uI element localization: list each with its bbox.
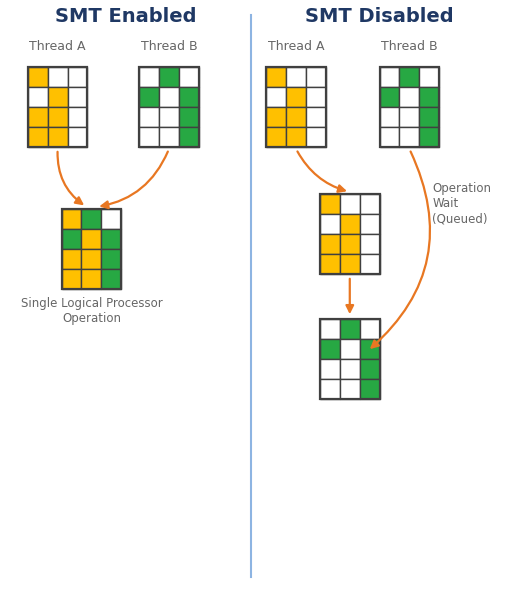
Bar [380, 87, 400, 107]
Bar [28, 87, 48, 107]
Bar [62, 209, 82, 229]
Bar [286, 107, 306, 127]
Bar [380, 127, 400, 147]
Bar [306, 107, 326, 127]
Bar [266, 127, 286, 147]
Bar [320, 359, 340, 379]
Bar [320, 194, 340, 214]
Bar [28, 127, 48, 147]
Bar [286, 67, 306, 87]
Bar [266, 107, 286, 127]
Bar [419, 87, 439, 107]
Text: Single Logical Processor
Operation: Single Logical Processor Operation [21, 297, 162, 325]
Text: Thread A: Thread A [29, 40, 86, 53]
Bar [340, 254, 359, 274]
Bar [67, 87, 87, 107]
Bar [179, 87, 199, 107]
Bar [306, 127, 326, 147]
Bar [48, 67, 67, 87]
Bar [179, 67, 199, 87]
Bar [400, 87, 419, 107]
Bar [419, 67, 439, 87]
Bar [67, 67, 87, 87]
Bar [159, 127, 179, 147]
Bar [179, 127, 199, 147]
Bar [48, 127, 67, 147]
Bar [159, 67, 179, 87]
Bar [320, 339, 340, 359]
Text: Thread A: Thread A [268, 40, 324, 53]
Bar [320, 194, 380, 274]
Bar [101, 269, 121, 289]
Bar [320, 254, 340, 274]
Bar [101, 229, 121, 249]
Bar [62, 269, 82, 289]
Bar [320, 379, 340, 399]
Bar [101, 209, 121, 229]
Bar [359, 254, 380, 274]
Bar [82, 269, 101, 289]
Bar [340, 339, 359, 359]
Bar [400, 127, 419, 147]
Bar [419, 107, 439, 127]
Bar [139, 67, 159, 87]
Bar [340, 214, 359, 234]
Bar [48, 87, 67, 107]
Bar [62, 229, 82, 249]
Text: Thread B: Thread B [140, 40, 197, 53]
Bar [139, 107, 159, 127]
Bar [62, 209, 121, 289]
Bar [359, 214, 380, 234]
Bar [320, 319, 380, 399]
Bar [62, 249, 82, 269]
Bar [82, 209, 101, 229]
Bar [101, 249, 121, 269]
Bar [139, 127, 159, 147]
Bar [359, 234, 380, 254]
Bar [359, 194, 380, 214]
Bar [306, 67, 326, 87]
Bar [28, 67, 48, 87]
Text: Operation
Wait
(Queued): Operation Wait (Queued) [432, 182, 491, 225]
Bar [82, 229, 101, 249]
Bar [359, 359, 380, 379]
Bar [286, 87, 306, 107]
Bar [266, 67, 326, 147]
Bar [159, 107, 179, 127]
Bar [380, 67, 439, 147]
Bar [286, 127, 306, 147]
Bar [179, 107, 199, 127]
Bar [266, 87, 286, 107]
Bar [400, 67, 419, 87]
Bar [340, 379, 359, 399]
Text: SMT Enabled: SMT Enabled [55, 7, 197, 26]
Bar [266, 67, 286, 87]
Bar [419, 127, 439, 147]
Bar [359, 339, 380, 359]
Bar [139, 87, 159, 107]
Bar [320, 234, 340, 254]
Bar [340, 234, 359, 254]
Bar [139, 67, 199, 147]
Text: Thread B: Thread B [381, 40, 438, 53]
Bar [67, 127, 87, 147]
Bar [340, 194, 359, 214]
Bar [28, 107, 48, 127]
Bar [400, 107, 419, 127]
Bar [48, 107, 67, 127]
Bar [359, 379, 380, 399]
Bar [380, 107, 400, 127]
Bar [340, 319, 359, 339]
Bar [359, 319, 380, 339]
Bar [67, 107, 87, 127]
Bar [380, 67, 400, 87]
Bar [320, 214, 340, 234]
Bar [320, 319, 340, 339]
Bar [82, 249, 101, 269]
Text: SMT Disabled: SMT Disabled [305, 7, 454, 26]
Bar [28, 67, 87, 147]
Bar [159, 87, 179, 107]
Bar [340, 359, 359, 379]
Bar [306, 87, 326, 107]
